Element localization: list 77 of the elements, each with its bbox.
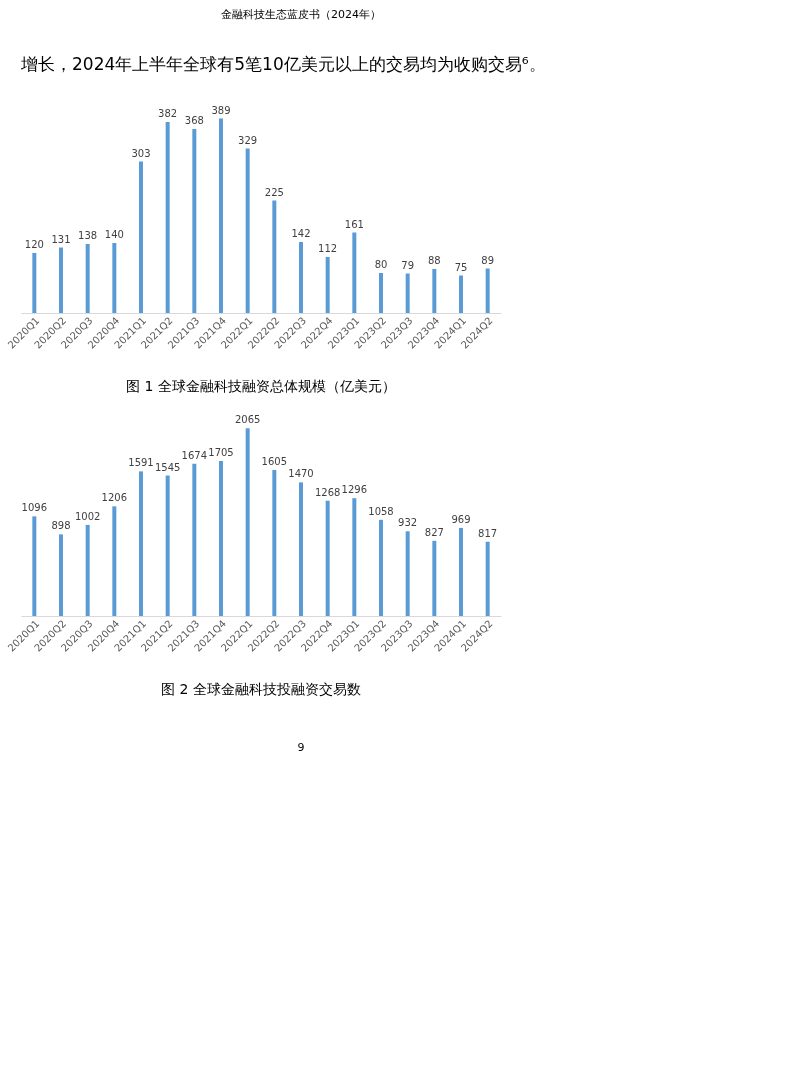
bar (245, 148, 250, 313)
bar (379, 519, 383, 616)
data-label: 120 (24, 239, 44, 250)
bar (112, 243, 117, 313)
bar (272, 470, 277, 616)
data-label: 898 (51, 520, 71, 532)
bar (485, 541, 490, 616)
bar (325, 500, 330, 616)
bar (299, 482, 303, 616)
bar (139, 471, 143, 616)
text: 图 1 全球金融科技融资总体规模（亿美元） (126, 378, 396, 395)
data-label: 1206 (101, 492, 128, 504)
data-label: 1058 (368, 505, 394, 517)
data-label: 1591 (128, 457, 154, 469)
data-label: 368 (184, 115, 204, 126)
data-label: 827 (424, 526, 444, 538)
data-label: 80 (374, 259, 388, 270)
data-label: 79 (401, 259, 415, 271)
bar (432, 540, 437, 616)
text: 增长，2024年上半年全球有5笔10亿美元以上的交易均为收购交易⁶。 (20, 54, 546, 74)
data-label: 1002 (74, 510, 101, 522)
bar (405, 273, 410, 313)
bar (165, 475, 170, 616)
data-label: 969 (451, 513, 471, 525)
data-label: 1096 (21, 502, 48, 514)
data-label: 140 (104, 229, 124, 240)
bar (112, 506, 117, 616)
data-label: 89 (481, 254, 495, 266)
bar (219, 461, 223, 616)
data-label: 225 (264, 186, 284, 198)
data-label: 1545 (154, 461, 181, 473)
data-label: 75 (454, 261, 468, 273)
bar (432, 269, 437, 313)
bar (272, 200, 277, 313)
text: 9 (297, 741, 305, 754)
data-label: 1674 (181, 449, 208, 461)
data-label: 2065 (234, 414, 261, 426)
data-label: 1296 (341, 484, 368, 496)
bar (485, 268, 490, 313)
bar (139, 161, 143, 313)
data-label: 1705 (208, 447, 234, 458)
data-label: 389 (211, 104, 231, 116)
bar (405, 531, 410, 616)
data-label: 1268 (314, 486, 341, 498)
data-label: 138 (78, 230, 98, 241)
bar (192, 129, 197, 313)
data-label: 88 (427, 255, 441, 266)
bar (219, 118, 223, 313)
bar (459, 527, 463, 616)
data-label: 817 (478, 527, 498, 539)
bar (85, 524, 90, 616)
bar (32, 516, 37, 616)
bar (192, 463, 197, 616)
text: 金融科技生态蓝皮书（2024年） (221, 8, 381, 21)
data-label: 1470 (288, 468, 314, 480)
bar (379, 273, 383, 313)
data-label: 112 (318, 243, 338, 254)
data-label: 1605 (261, 456, 288, 468)
bar (59, 247, 63, 313)
data-label: 161 (344, 218, 364, 230)
bar (459, 275, 463, 313)
bar (299, 242, 303, 313)
data-label: 932 (398, 517, 418, 529)
data-label: 142 (291, 228, 311, 239)
bar (32, 253, 37, 313)
bar (165, 122, 170, 313)
text: 图 2 全球金融科技投融资交易数 (161, 681, 361, 698)
bar (352, 232, 357, 313)
data-label: 303 (131, 147, 151, 159)
bar (325, 257, 330, 313)
bar (352, 498, 357, 616)
data-label: 131 (51, 233, 71, 245)
bar (85, 244, 90, 313)
data-label: 382 (158, 108, 178, 119)
bar (245, 428, 250, 616)
bar (59, 534, 63, 616)
data-label: 329 (238, 134, 258, 146)
